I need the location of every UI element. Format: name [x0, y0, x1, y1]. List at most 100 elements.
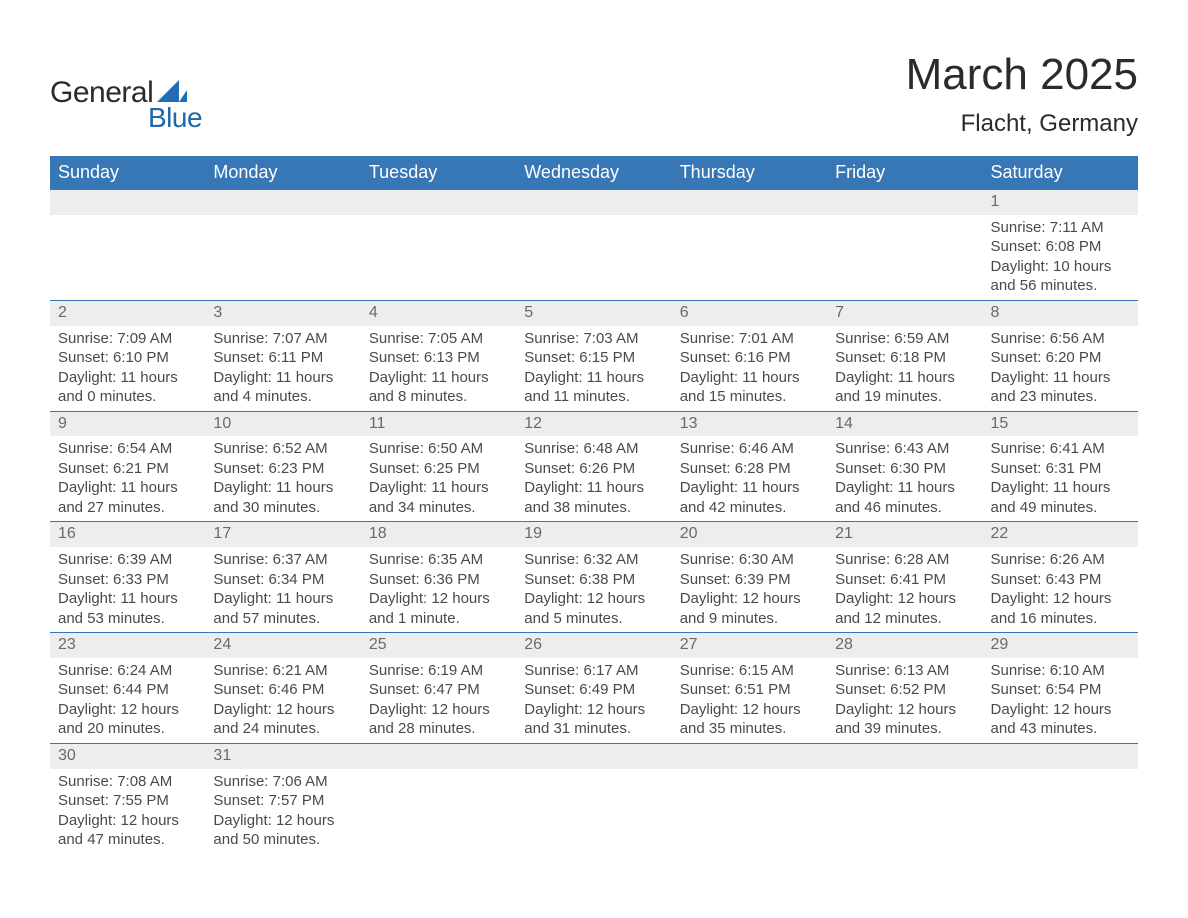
day-detail: Sunrise: 6:21 AMSunset: 6:46 PMDaylight:… [205, 658, 360, 743]
calendar-week-row: 16Sunrise: 6:39 AMSunset: 6:33 PMDayligh… [50, 522, 1138, 633]
day-number [672, 744, 827, 769]
day-detail: Sunrise: 6:39 AMSunset: 6:33 PMDaylight:… [50, 547, 205, 632]
day-detail: Sunrise: 6:54 AMSunset: 6:21 PMDaylight:… [50, 436, 205, 521]
calendar-day-cell: 28Sunrise: 6:13 AMSunset: 6:52 PMDayligh… [827, 633, 982, 744]
day-number [50, 190, 205, 215]
sunrise-line: Sunrise: 6:48 AM [524, 439, 665, 459]
day-detail [672, 215, 827, 291]
calendar-day-cell: 2Sunrise: 7:09 AMSunset: 6:10 PMDaylight… [50, 300, 205, 411]
sunrise-line: Sunrise: 6:41 AM [991, 439, 1132, 459]
day-number [205, 190, 360, 215]
weekday-header: Monday [205, 156, 360, 190]
daylight-line: Daylight: 11 hours and 53 minutes. [58, 589, 199, 628]
daylight-line: Daylight: 12 hours and 43 minutes. [991, 700, 1132, 739]
sunrise-line: Sunrise: 6:43 AM [835, 439, 976, 459]
calendar-day-cell: 17Sunrise: 6:37 AMSunset: 6:34 PMDayligh… [205, 522, 360, 633]
brand-mark-icon [157, 80, 187, 102]
day-number: 14 [827, 412, 982, 437]
calendar-day-cell: 23Sunrise: 6:24 AMSunset: 6:44 PMDayligh… [50, 633, 205, 744]
day-number: 5 [516, 301, 671, 326]
day-number: 4 [361, 301, 516, 326]
calendar-day-cell: 16Sunrise: 6:39 AMSunset: 6:33 PMDayligh… [50, 522, 205, 633]
daylight-line: Daylight: 12 hours and 1 minute. [369, 589, 510, 628]
calendar-day-cell: 15Sunrise: 6:41 AMSunset: 6:31 PMDayligh… [983, 411, 1138, 522]
weekday-header: Tuesday [361, 156, 516, 190]
daylight-line: Daylight: 12 hours and 12 minutes. [835, 589, 976, 628]
day-number: 7 [827, 301, 982, 326]
calendar-day-cell: 3Sunrise: 7:07 AMSunset: 6:11 PMDaylight… [205, 300, 360, 411]
sunset-line: Sunset: 6:15 PM [524, 348, 665, 368]
day-detail: Sunrise: 6:19 AMSunset: 6:47 PMDaylight:… [361, 658, 516, 743]
daylight-line: Daylight: 12 hours and 16 minutes. [991, 589, 1132, 628]
calendar-week-row: 9Sunrise: 6:54 AMSunset: 6:21 PMDaylight… [50, 411, 1138, 522]
sunset-line: Sunset: 6:30 PM [835, 459, 976, 479]
day-number: 9 [50, 412, 205, 437]
calendar-day-cell: 21Sunrise: 6:28 AMSunset: 6:41 PMDayligh… [827, 522, 982, 633]
calendar-empty-cell [983, 743, 1138, 853]
sunset-line: Sunset: 6:51 PM [680, 680, 821, 700]
sunset-line: Sunset: 6:49 PM [524, 680, 665, 700]
calendar-day-cell: 18Sunrise: 6:35 AMSunset: 6:36 PMDayligh… [361, 522, 516, 633]
calendar-week-row: 2Sunrise: 7:09 AMSunset: 6:10 PMDaylight… [50, 300, 1138, 411]
day-detail: Sunrise: 6:30 AMSunset: 6:39 PMDaylight:… [672, 547, 827, 632]
calendar-day-cell: 10Sunrise: 6:52 AMSunset: 6:23 PMDayligh… [205, 411, 360, 522]
daylight-line: Daylight: 12 hours and 35 minutes. [680, 700, 821, 739]
day-number: 24 [205, 633, 360, 658]
calendar-day-cell: 14Sunrise: 6:43 AMSunset: 6:30 PMDayligh… [827, 411, 982, 522]
daylight-line: Daylight: 12 hours and 31 minutes. [524, 700, 665, 739]
calendar-empty-cell [672, 190, 827, 301]
day-number: 11 [361, 412, 516, 437]
day-detail: Sunrise: 6:48 AMSunset: 6:26 PMDaylight:… [516, 436, 671, 521]
day-number: 1 [983, 190, 1138, 215]
daylight-line: Daylight: 11 hours and 0 minutes. [58, 368, 199, 407]
calendar-day-cell: 6Sunrise: 7:01 AMSunset: 6:16 PMDaylight… [672, 300, 827, 411]
daylight-line: Daylight: 11 hours and 46 minutes. [835, 478, 976, 517]
calendar-day-cell: 7Sunrise: 6:59 AMSunset: 6:18 PMDaylight… [827, 300, 982, 411]
daylight-line: Daylight: 11 hours and 19 minutes. [835, 368, 976, 407]
day-number: 16 [50, 522, 205, 547]
sunset-line: Sunset: 6:52 PM [835, 680, 976, 700]
daylight-line: Daylight: 12 hours and 24 minutes. [213, 700, 354, 739]
day-detail [827, 769, 982, 845]
day-detail: Sunrise: 7:06 AMSunset: 7:57 PMDaylight:… [205, 769, 360, 854]
weekday-header: Thursday [672, 156, 827, 190]
day-detail: Sunrise: 6:26 AMSunset: 6:43 PMDaylight:… [983, 547, 1138, 632]
daylight-line: Daylight: 12 hours and 50 minutes. [213, 811, 354, 850]
sunset-line: Sunset: 6:36 PM [369, 570, 510, 590]
day-detail [516, 215, 671, 291]
day-number [361, 190, 516, 215]
day-number: 19 [516, 522, 671, 547]
day-detail: Sunrise: 7:03 AMSunset: 6:15 PMDaylight:… [516, 326, 671, 411]
sunrise-line: Sunrise: 6:32 AM [524, 550, 665, 570]
calendar-day-cell: 9Sunrise: 6:54 AMSunset: 6:21 PMDaylight… [50, 411, 205, 522]
day-detail: Sunrise: 6:59 AMSunset: 6:18 PMDaylight:… [827, 326, 982, 411]
day-number: 27 [672, 633, 827, 658]
calendar-day-cell: 30Sunrise: 7:08 AMSunset: 7:55 PMDayligh… [50, 743, 205, 853]
calendar-body: 1Sunrise: 7:11 AMSunset: 6:08 PMDaylight… [50, 190, 1138, 854]
day-number: 31 [205, 744, 360, 769]
calendar-week-row: 23Sunrise: 6:24 AMSunset: 6:44 PMDayligh… [50, 633, 1138, 744]
sunset-line: Sunset: 7:57 PM [213, 791, 354, 811]
weekday-header: Wednesday [516, 156, 671, 190]
day-number [827, 744, 982, 769]
day-detail [672, 769, 827, 845]
sunset-line: Sunset: 6:47 PM [369, 680, 510, 700]
daylight-line: Daylight: 12 hours and 39 minutes. [835, 700, 976, 739]
sunrise-line: Sunrise: 7:07 AM [213, 329, 354, 349]
weekday-header-row: SundayMondayTuesdayWednesdayThursdayFrid… [50, 156, 1138, 190]
calendar-day-cell: 4Sunrise: 7:05 AMSunset: 6:13 PMDaylight… [361, 300, 516, 411]
day-number: 30 [50, 744, 205, 769]
sunrise-line: Sunrise: 6:30 AM [680, 550, 821, 570]
day-detail: Sunrise: 6:10 AMSunset: 6:54 PMDaylight:… [983, 658, 1138, 743]
day-detail: Sunrise: 6:37 AMSunset: 6:34 PMDaylight:… [205, 547, 360, 632]
day-detail: Sunrise: 6:52 AMSunset: 6:23 PMDaylight:… [205, 436, 360, 521]
day-detail: Sunrise: 6:32 AMSunset: 6:38 PMDaylight:… [516, 547, 671, 632]
daylight-line: Daylight: 11 hours and 11 minutes. [524, 368, 665, 407]
sunset-line: Sunset: 6:46 PM [213, 680, 354, 700]
sunrise-line: Sunrise: 6:26 AM [991, 550, 1132, 570]
sunrise-line: Sunrise: 7:06 AM [213, 772, 354, 792]
sunrise-line: Sunrise: 6:15 AM [680, 661, 821, 681]
sunset-line: Sunset: 6:16 PM [680, 348, 821, 368]
day-detail [983, 769, 1138, 845]
brand-word-2: Blue [148, 102, 202, 134]
